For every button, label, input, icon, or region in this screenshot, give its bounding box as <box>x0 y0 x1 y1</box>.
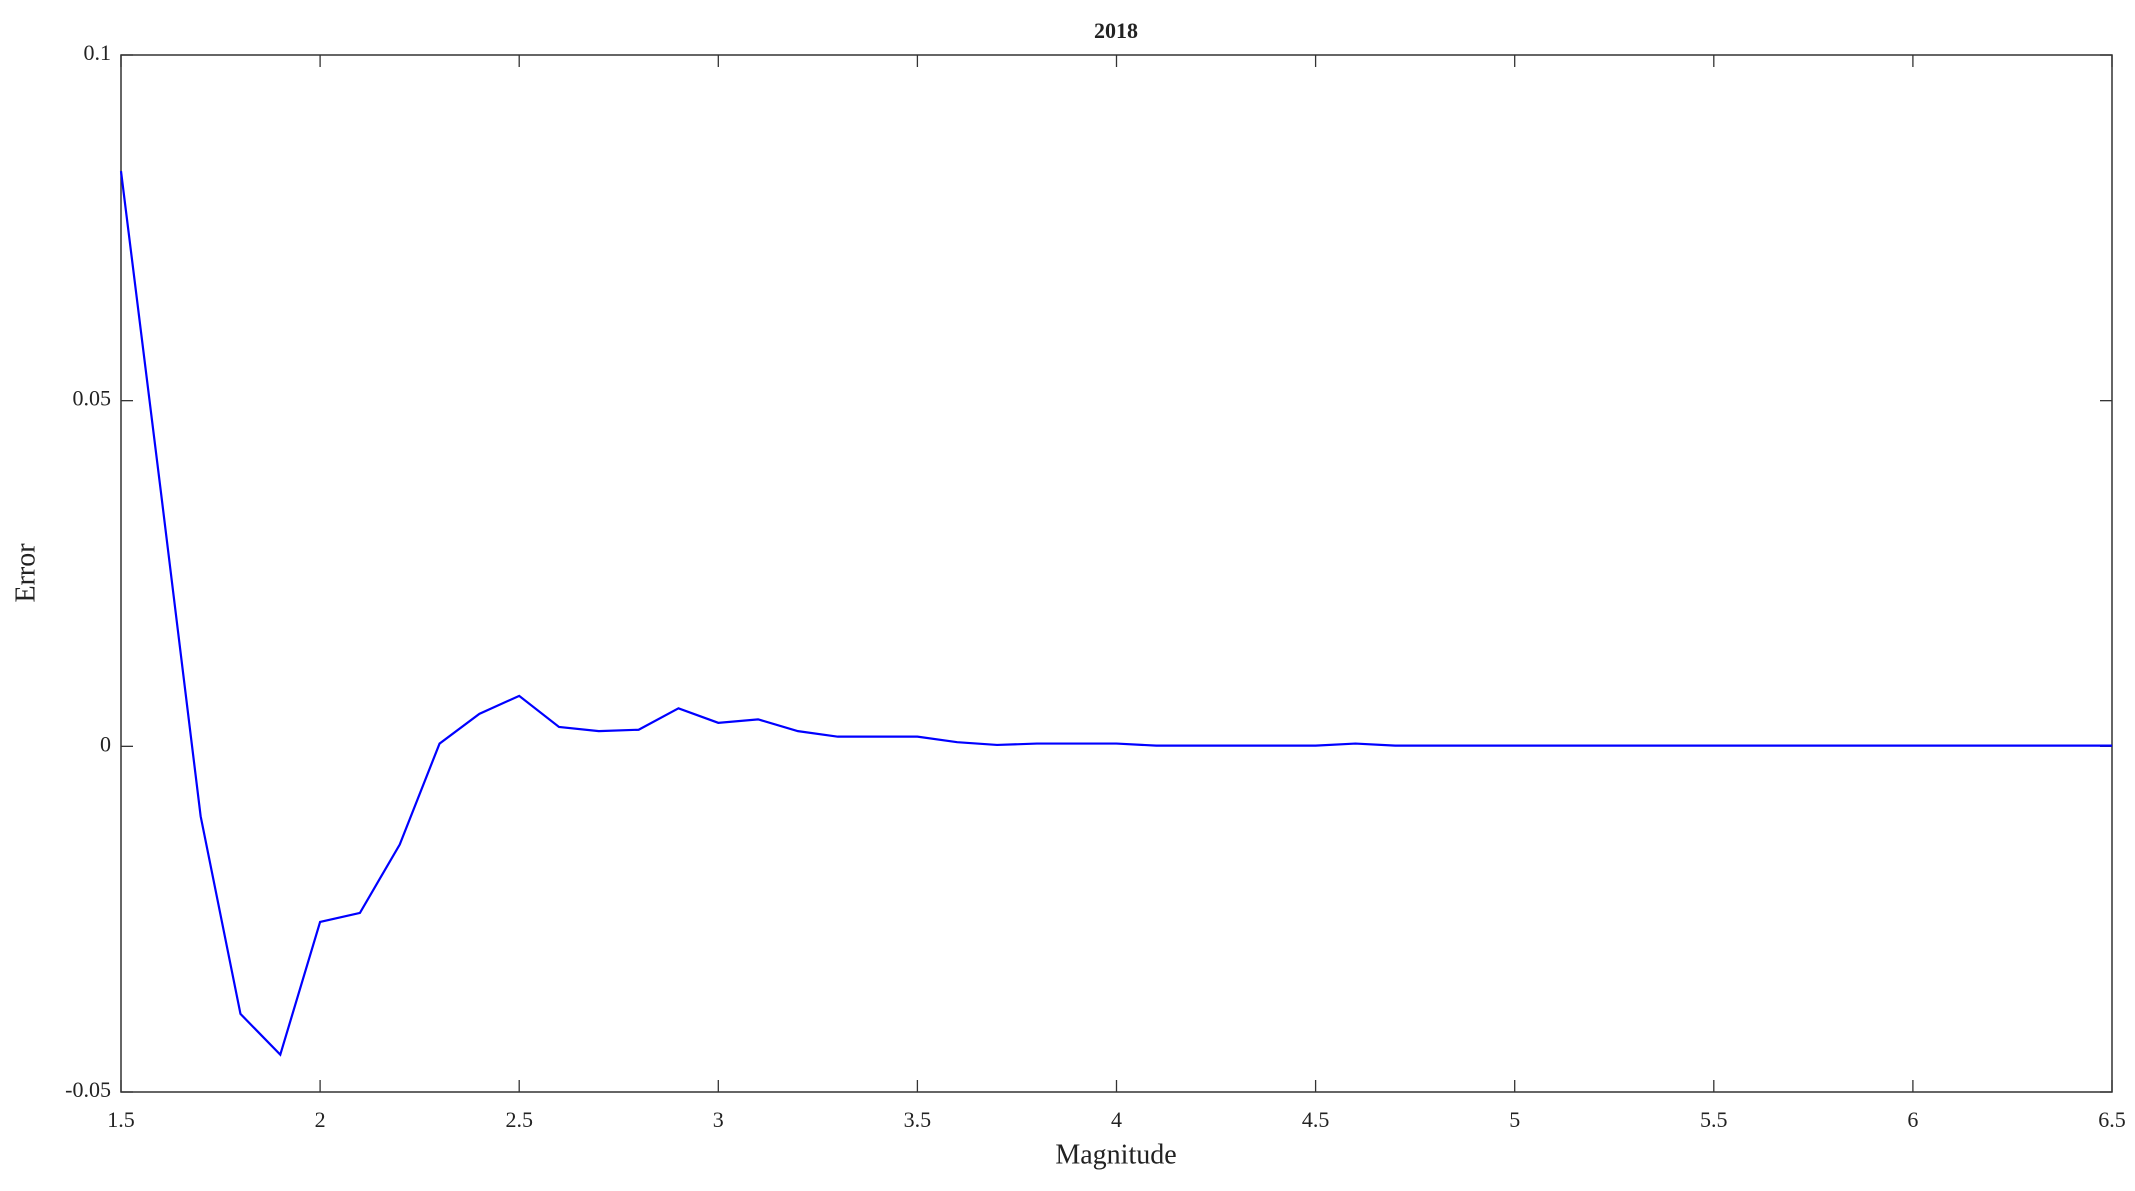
data-line <box>119 171 2112 1057</box>
x-tick-label: 4.5 <box>1302 1107 1330 1132</box>
x-tick-label: 3 <box>713 1107 724 1132</box>
x-axis-label: Magnitude <box>1055 1139 1176 1170</box>
x-tick-label: 5 <box>1509 1107 1520 1132</box>
chart-title: 2018 <box>1094 18 1138 43</box>
x-tick-label: 5.5 <box>1700 1107 1728 1132</box>
y-axis-label: Error <box>10 543 41 603</box>
x-tick-label: 2 <box>315 1107 326 1132</box>
plot-frame <box>120 54 2113 1093</box>
x-tick-label: 6 <box>1907 1107 1918 1132</box>
x-tick-label: 3.5 <box>904 1107 932 1132</box>
y-tick-label: 0.05 <box>73 386 112 411</box>
x-tick-label: 2.5 <box>505 1107 533 1132</box>
y-tick-label: 0 <box>100 731 111 756</box>
y-tick-label: 0.1 <box>84 40 112 65</box>
x-tick-label: 1.5 <box>107 1107 135 1132</box>
x-tick-label: 4 <box>1111 1107 1122 1132</box>
y-tick-label: -0.05 <box>65 1077 111 1102</box>
x-tick-label: 6.5 <box>2098 1107 2126 1132</box>
